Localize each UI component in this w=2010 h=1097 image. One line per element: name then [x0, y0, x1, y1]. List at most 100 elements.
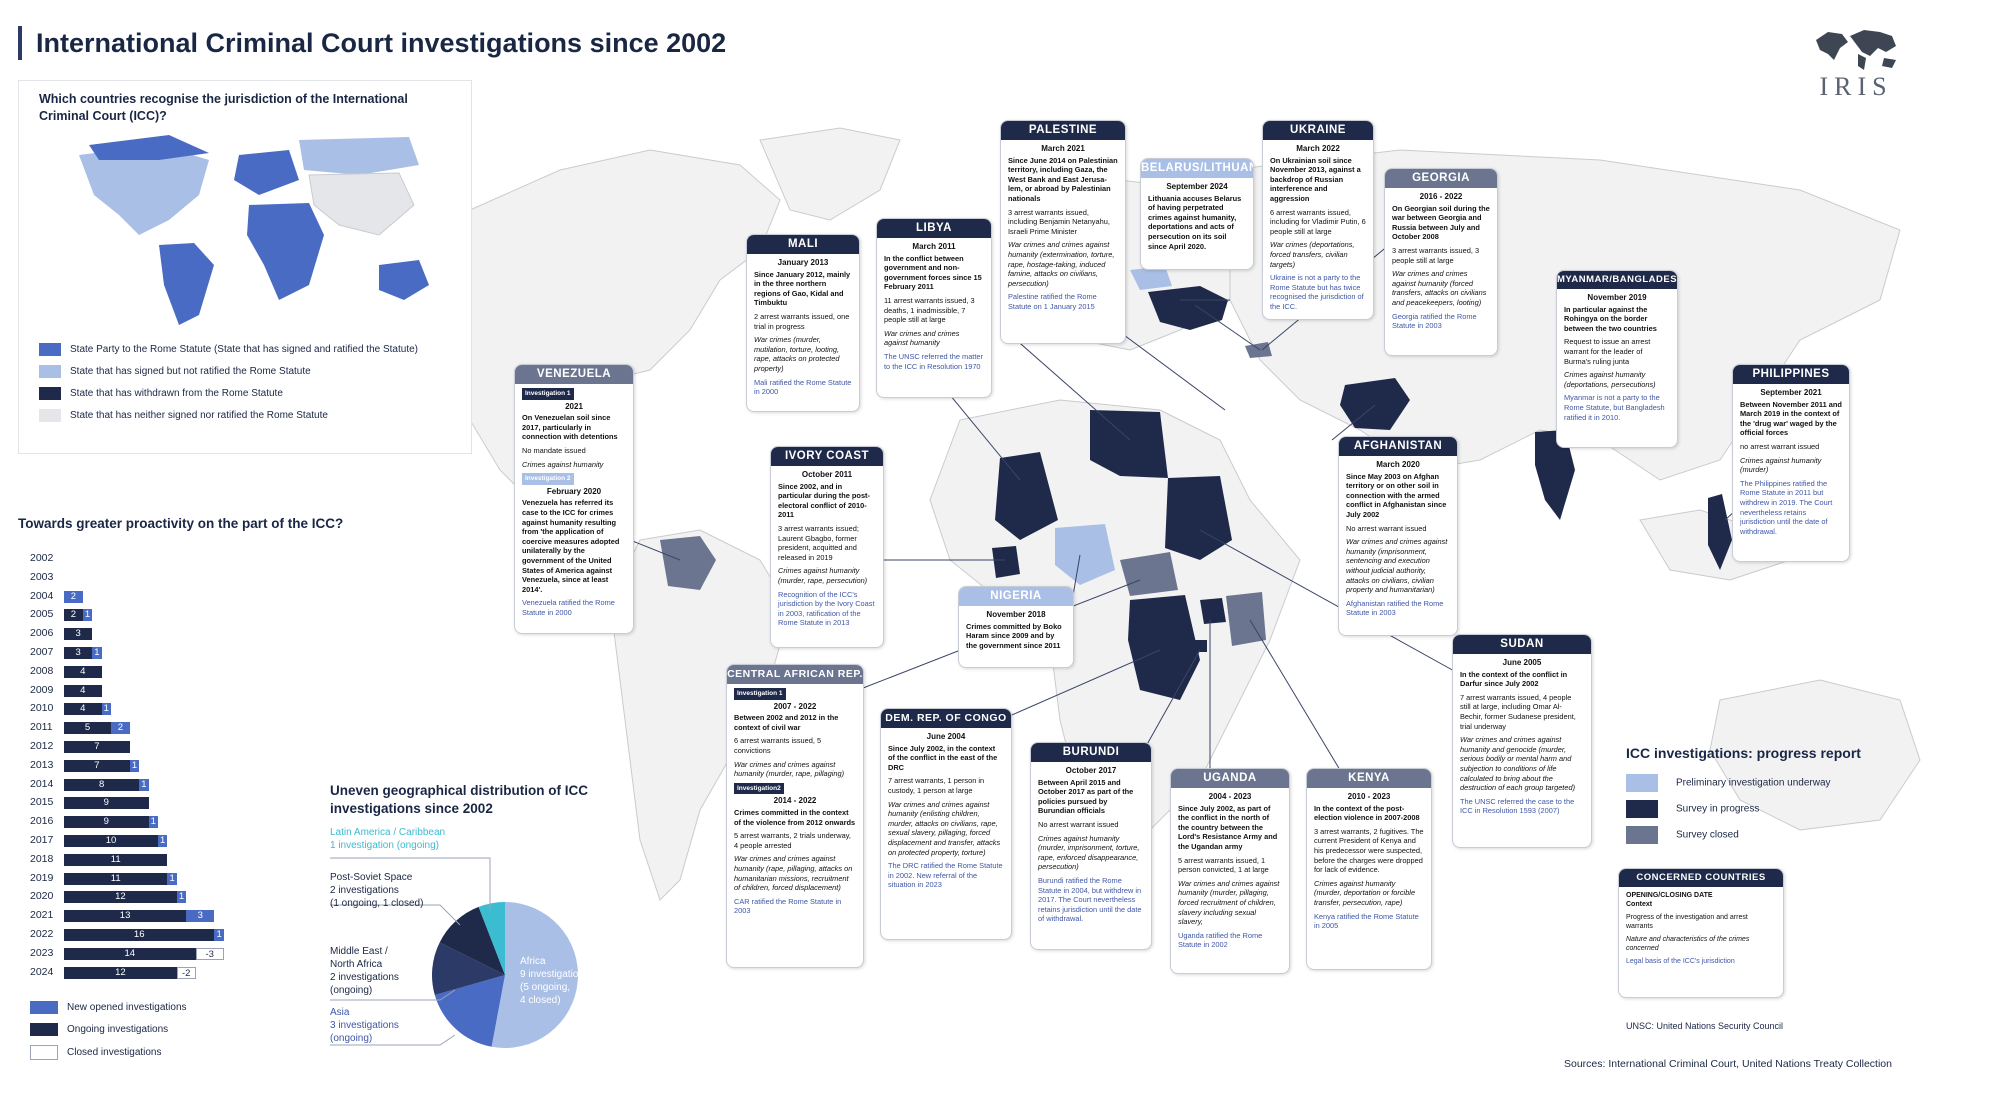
new-bar: 1 [214, 929, 224, 941]
swatch [39, 343, 61, 356]
investigation-tag: Investigation 1 [734, 688, 786, 700]
country-name: CENTRAL AFRICAN REP. [727, 665, 863, 684]
closed-bar: -2 [176, 966, 196, 979]
pie-slice-asia [434, 975, 505, 1047]
country-name: BURUNDI [1031, 743, 1151, 762]
inset-asia [308, 172, 415, 236]
australia-landmass [1709, 679, 1921, 831]
country-context: On Georgian soil during the war between … [1392, 203, 1490, 242]
country-date: March 2011 [912, 242, 956, 251]
country-box-libya: LIBYA March 2011 In the conflict between… [876, 218, 992, 398]
country-context: In the context of the post-election viol… [1314, 803, 1420, 823]
country-nature: Crimes against humanity (deportations, p… [1564, 370, 1656, 389]
year-label: 2018 [30, 852, 54, 865]
country-nature: War crimes and crimes against humanity (… [1008, 240, 1115, 288]
country-progress: 6 arrest warrants issued, 5 convictions [734, 736, 822, 755]
ongoing-bar: 3 [64, 647, 93, 659]
swatch [30, 1045, 58, 1060]
logo-text: IRIS [1819, 72, 1893, 101]
country-name: DEM. REP. OF CONGO [881, 709, 1011, 728]
pie-label-asia: Asia 3 investigations (ongoing) [330, 1007, 399, 1044]
inset-africa [247, 203, 324, 300]
progress-legend-in-progress: Survey in progress [1626, 800, 1759, 818]
swatch [39, 365, 61, 378]
pie-slice-africa [491, 902, 578, 1048]
pie-label-latam: Latin America / Caribbean 1 investigation… [330, 827, 446, 851]
country-name: PHILIPPINES [1733, 365, 1849, 384]
country-legal: Ukraine is not a party to the Rome Statu… [1270, 273, 1364, 311]
ongoing-bar: 4 [64, 665, 102, 678]
new-bar: 1 [92, 647, 102, 659]
pie-slice-middle-east-north-africa [432, 942, 505, 995]
country-box-palestine: PALESTINE March 2021 Since June 2014 on … [1000, 120, 1126, 344]
pie-slice-post-soviet-space [439, 906, 505, 975]
ukraine-shape [1148, 286, 1228, 330]
country-date: January 2013 [777, 258, 829, 267]
country-legal: CAR ratified the Rome Statute in 2003 [734, 896, 842, 916]
country-box-mali: MALI January 2013 Since January 2012, ma… [746, 234, 860, 412]
country-legal: The UNSC referred the case to the ICC in… [1460, 796, 1575, 816]
country-progress: 2 arrest warrants issued, one trial in p… [754, 311, 850, 331]
country-box-burundi: BURUNDI October 2017 Between April 2015 … [1030, 742, 1152, 950]
ongoing-bar: 11 [64, 872, 168, 885]
year-label: 2011 [30, 721, 53, 734]
country-date: 2016 - 2022 [1419, 192, 1463, 201]
country-progress: Request to issue an arrest warrant for t… [1564, 337, 1651, 366]
country-box-ukraine: UKRAINE March 2022 On Ukrainian soil sin… [1262, 120, 1374, 320]
ongoing-bar: 5 [64, 722, 111, 735]
country-legal: Kenya ratified the Rome Statute in 2005 [1314, 911, 1419, 931]
country-legal: Georgia ratified the Rome Statute in 200… [1392, 311, 1477, 331]
year-label: 2014 [30, 777, 54, 790]
georgia-shape [1245, 342, 1272, 358]
country-context: Since June 2014 on Palestinian territory… [1008, 155, 1118, 203]
pie-chart-title: Uneven geographical distribution of ICC … [330, 783, 589, 816]
ongoing-bar: 4 [64, 703, 102, 716]
inset-legend-neither: State that has neither signed nor ratifi… [39, 409, 328, 422]
ongoing-bar: 7 [64, 741, 130, 753]
country-box-sudan: SUDAN June 2005 In the context of the co… [1452, 634, 1592, 848]
year-label: 2023 [30, 946, 54, 959]
pie-chart [432, 902, 578, 1048]
country-context: Crimes committed by Boko Haram since 200… [966, 621, 1062, 650]
country-date: September 2021 [1760, 388, 1822, 397]
legend-date: OPENING/CLOSING DATE [1626, 892, 1713, 899]
page-title: International Criminal Court investigati… [36, 28, 727, 58]
swatch [1626, 826, 1658, 844]
year-label: 2021 [30, 909, 54, 922]
globe-logo-icon [1816, 30, 1896, 70]
country-box-belarus-lithuania: BELARUS/LITHUANIA September 2024 Lithuan… [1140, 158, 1254, 270]
country-nature: War crimes (deportations, forced transfe… [1270, 240, 1355, 269]
country-name: KENYA [1307, 769, 1431, 788]
country-context: Between November 2011 and March 2019 in … [1740, 399, 1842, 438]
new-bar: 2 [111, 722, 130, 735]
country-date: November 2019 [1587, 293, 1647, 302]
inset-legend-withdrawn: State that has withdrawn from the Rome S… [39, 387, 283, 400]
country-date: March 2022 [1296, 144, 1340, 153]
swatch [39, 409, 61, 422]
new-bar: 3 [186, 910, 215, 923]
belarus-shape [1130, 266, 1172, 290]
country-progress: No arrest warrant issued [1346, 523, 1427, 533]
unsc-note: UNSC: United Nations Security Council [1626, 1021, 1784, 1031]
ivory-coast-shape [992, 546, 1020, 578]
country-context: Crimes committed in the context of the v… [734, 807, 856, 827]
country-name: SUDAN [1453, 635, 1591, 654]
legend-nature: Nature and characteristics of the crimes… [1626, 936, 1750, 952]
country-nature: War crimes and crimes against humanity (… [1346, 537, 1448, 595]
country-date: March 2021 [1041, 144, 1085, 153]
inset-map-panel: Which countries recognise the jurisdicti… [18, 80, 472, 454]
country-date: February 2020 [546, 486, 602, 496]
country-name: MYANMAR/BANGLADESH [1557, 271, 1677, 289]
ongoing-bar: 16 [64, 929, 215, 941]
ongoing-bar: 11 [64, 853, 168, 866]
country-progress: 7 arrest warrants issued, 4 people still… [1460, 692, 1576, 731]
legend-legal: Legal basis of the ICC's jurisdiction [1626, 958, 1735, 965]
year-label: 2007 [30, 646, 54, 658]
country-date: March 2020 [1376, 460, 1420, 469]
year-label: 2012 [30, 740, 54, 752]
ongoing-bar: 10 [64, 835, 158, 847]
country-context: Since 2002, and in particular during the… [778, 481, 870, 520]
drc-shape [1128, 595, 1200, 700]
philippines-shape [1708, 494, 1732, 570]
swatch [30, 1023, 58, 1036]
